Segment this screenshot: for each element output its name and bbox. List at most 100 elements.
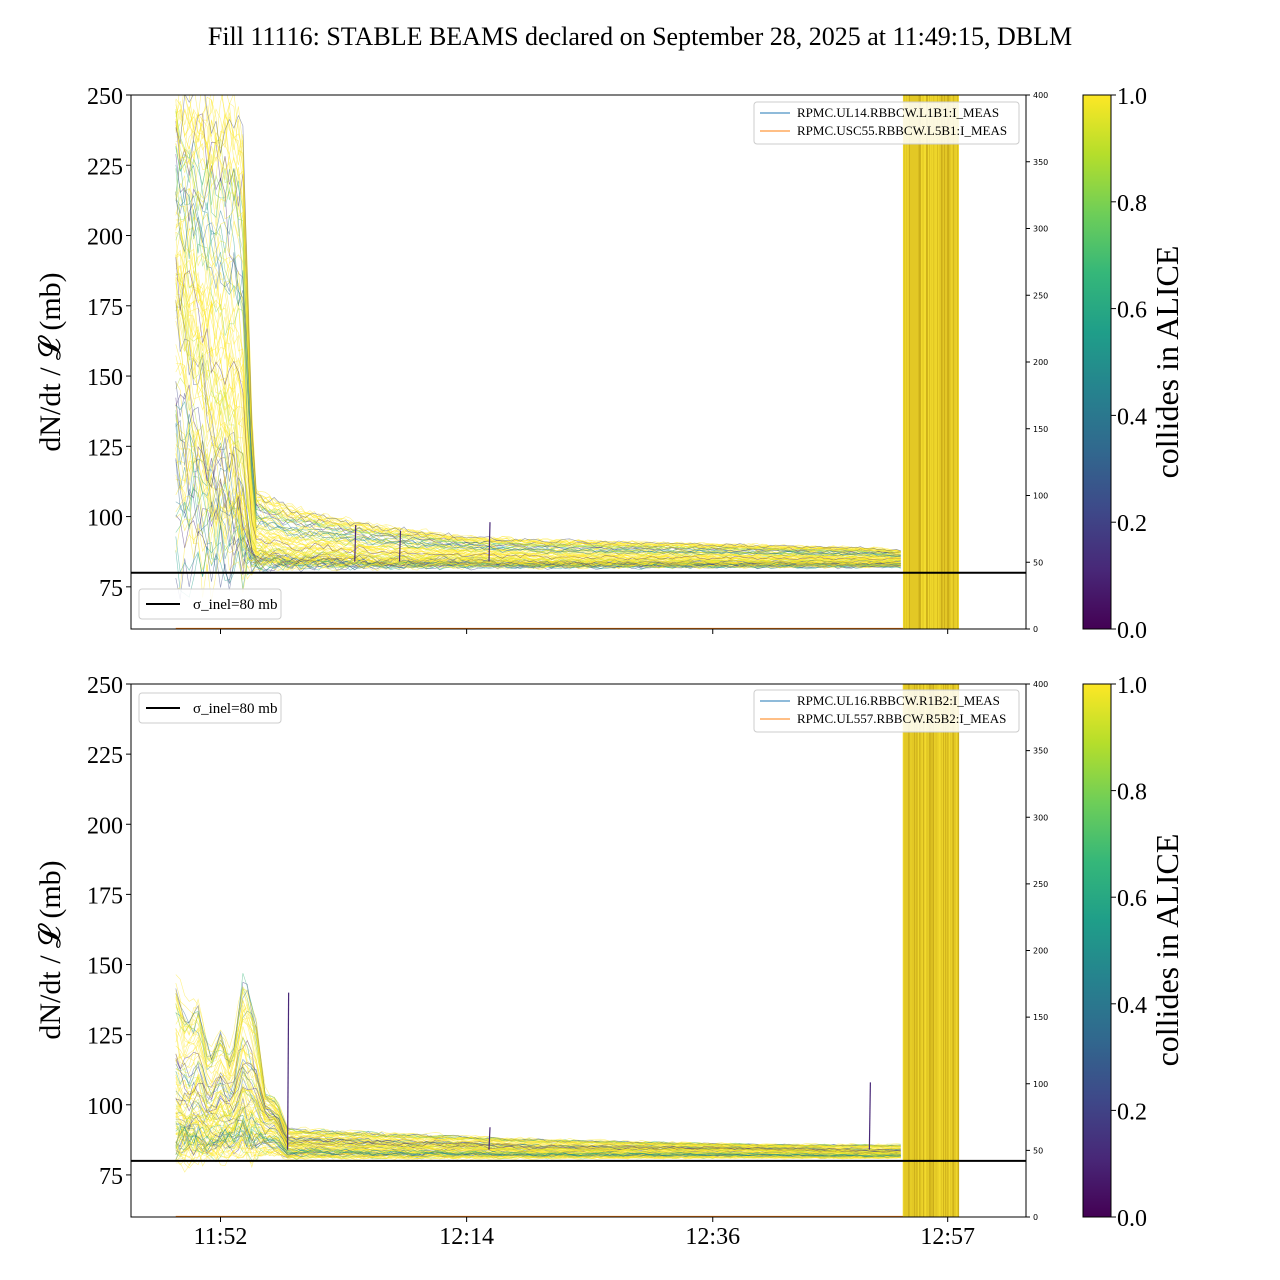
colorbar-label: collides in ALICE [1149, 834, 1185, 1067]
colorbar-tick-label: 1.0 [1117, 84, 1147, 110]
y-tick-label: 250 [87, 84, 123, 110]
trace-line [175, 1058, 901, 1152]
trace-line [175, 231, 901, 560]
y2-tick-label: 0 [1033, 1213, 1038, 1222]
trace-line [175, 305, 901, 564]
trace-line [175, 299, 901, 565]
trace-line [175, 140, 901, 554]
plot-area-frame [130, 94, 1027, 630]
trace-line [175, 95, 901, 552]
bottom-panel: 75 100 125 150 175 200 225 250 0 50 100 150 200 250 3… [34, 673, 1185, 1250]
y-tick-label: 225 [87, 743, 123, 769]
trace-line [175, 981, 901, 1147]
spike-mark [488, 1127, 491, 1150]
x-tick-label: 12:36 [685, 1224, 740, 1250]
trace-line [175, 495, 901, 571]
trace-line [175, 1120, 901, 1160]
trace-line [175, 168, 901, 557]
trace-line [175, 99, 901, 554]
colorbar-tick-label: 0.0 [1117, 618, 1147, 644]
reference-legend: σ_inel=80 mb [138, 692, 282, 724]
colorbar-tick-label: 0.6 [1117, 886, 1147, 912]
colorbar-tick-label: 0.0 [1117, 1206, 1147, 1232]
y2-tick-label: 150 [1033, 425, 1048, 434]
series-legend: RPMC.UL16.RBBCW.R1B2:I_MEAS RPMC.UL557.R… [753, 689, 1020, 733]
y2-tick-label: 400 [1033, 91, 1048, 100]
trace-line [175, 95, 901, 552]
trace-line [175, 147, 901, 554]
trace-line [175, 154, 901, 556]
trace-line [175, 1089, 901, 1155]
trace-line [175, 1000, 901, 1148]
spike-mark [398, 530, 402, 562]
data-layer [175, 973, 903, 1217]
trace-line [175, 216, 901, 558]
y2-tick-label: 100 [1033, 492, 1048, 501]
y-axis-label: dN/dt / 𝓛 (mb) [34, 860, 67, 1039]
x-tick-label: 12:57 [920, 1224, 975, 1250]
trace-line [175, 118, 901, 554]
y2-tick-label: 50 [1033, 1146, 1043, 1155]
colorbar-tick-label: 0.8 [1117, 780, 1147, 806]
trace-line [175, 143, 901, 554]
reference-legend-label: σ_inel=80 mb [193, 597, 277, 613]
reference-legend: σ_inel=80 mb [138, 588, 282, 620]
y2-tick-label: 100 [1033, 1080, 1048, 1089]
y-tick-label: 100 [87, 506, 123, 532]
trace-line [175, 219, 901, 561]
trace-line [175, 190, 901, 557]
colorbar-label: collides in ALICE [1149, 246, 1185, 479]
trace-line [175, 164, 901, 557]
y-tick-label: 150 [87, 365, 123, 391]
trace-line [175, 169, 901, 556]
trace-line [175, 298, 901, 564]
y2-tick-label: 150 [1033, 1013, 1048, 1022]
y-tick-label: 125 [87, 435, 123, 461]
y-tick-label: 75 [99, 576, 123, 602]
top-panel: 75 100 125 150 175 200 225 250 0 50 100 150 200 250 3… [34, 84, 1185, 644]
y2-tick-label: 300 [1033, 813, 1048, 822]
y2-tick-label: 50 [1033, 558, 1043, 567]
colorbar-gradient [1082, 683, 1112, 1218]
y-axis: 75 100 125 150 175 200 225 250 [87, 673, 131, 1190]
trace-line [175, 190, 901, 558]
trace-line [175, 111, 901, 554]
trace-line [175, 109, 901, 552]
trace-line [175, 306, 901, 565]
x-tick-label: 12:14 [439, 1224, 494, 1250]
colorbar-tick-label: 0.8 [1117, 191, 1147, 217]
y-axis: 75 100 125 150 175 200 225 250 [87, 84, 131, 602]
trace-line [175, 987, 901, 1148]
y-tick-label: 125 [87, 1024, 123, 1050]
spike-mark [354, 524, 357, 562]
y-tick-label: 200 [87, 813, 123, 839]
colorbar-tick-label: 0.6 [1117, 298, 1147, 324]
legend-label-series-2: RPMC.USC55.RBBCW.L5B1:I_MEAS [797, 123, 1007, 138]
y-axis-label: dN/dt / 𝓛 (mb) [34, 272, 67, 451]
colorbar-tick-label: 0.4 [1117, 993, 1147, 1019]
trace-line [175, 95, 901, 552]
trace-line [175, 158, 901, 556]
trace-line [175, 300, 901, 565]
y2-tick-label: 350 [1033, 747, 1048, 756]
colorbar-tick-label: 1.0 [1117, 673, 1147, 699]
trace-line [175, 253, 901, 560]
y2-tick-label: 250 [1033, 291, 1048, 300]
colorbar: 0.0 0.2 0.4 0.6 0.8 1.0 [1082, 84, 1147, 644]
trace-line [175, 96, 901, 552]
trace-line [175, 108, 901, 553]
trace-line [175, 119, 901, 554]
band-layer [902, 684, 960, 1217]
trace-line [175, 95, 901, 552]
y2-tick-label: 200 [1033, 947, 1048, 956]
colorbar: 0.0 0.2 0.4 0.6 0.8 1.0 [1082, 673, 1147, 1232]
trace-line [175, 301, 901, 564]
reference-legend-label: σ_inel=80 mb [193, 701, 277, 717]
trace-line [175, 974, 901, 1146]
y2-axis: 0 50 100 150 200 250 300 350 400 [1026, 91, 1048, 634]
y2-tick-label: 200 [1033, 358, 1048, 367]
trace-line [175, 175, 901, 558]
y-tick-label: 100 [87, 1094, 123, 1120]
trace-line [175, 1114, 901, 1156]
